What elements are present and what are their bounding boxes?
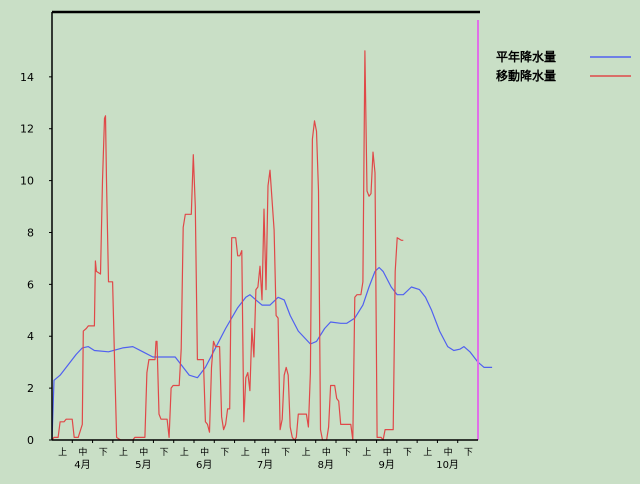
- y-tick-label: 12: [20, 123, 34, 136]
- series-line-1: [51, 266, 493, 441]
- x-period-label: 上: [362, 447, 371, 458]
- y-tick-label: 4: [27, 330, 34, 343]
- x-period-label: 上: [423, 447, 432, 458]
- x-period-label: 下: [220, 448, 229, 458]
- y-tick-label: 14: [20, 71, 34, 84]
- x-period-label: 下: [281, 448, 290, 458]
- x-period-label: 中: [261, 446, 270, 458]
- y-axis: 0 2 4 6 8 10 12 14: [20, 71, 52, 447]
- x-month-label: 8月: [318, 459, 334, 471]
- x-period-label: 中: [200, 446, 209, 458]
- x-period-label: 中: [444, 446, 453, 458]
- x-period-label: 上: [58, 447, 67, 458]
- legend-label-1: 平年降水量: [496, 49, 556, 64]
- x-period-label: 下: [464, 448, 473, 458]
- x-month-label: 5月: [135, 459, 151, 471]
- x-period-label: 下: [99, 448, 108, 458]
- plot-frame: [51, 10, 480, 441]
- series-group: [51, 20, 493, 441]
- x-period-label: 中: [383, 446, 392, 458]
- y-tick-label: 6: [27, 278, 34, 291]
- y-tick-label: 2: [27, 382, 34, 395]
- x-period-label: 中: [78, 446, 87, 458]
- x-month-label: 7月: [257, 459, 273, 471]
- y-tick-label: 0: [27, 434, 34, 447]
- x-period-label: 上: [302, 447, 311, 458]
- legend-label-2: 移動降水量: [496, 68, 556, 83]
- series-line-2: [51, 50, 404, 441]
- x-period-label: 上: [119, 447, 128, 458]
- x-axis: 上中下4月上中下5月上中下6月上中下7月上中下8月上中下9月上中下10月: [58, 440, 473, 471]
- x-month-label: 9月: [379, 459, 395, 471]
- x-month-label: 6月: [196, 459, 212, 471]
- x-period-label: 下: [403, 448, 412, 458]
- y-tick-label: 10: [20, 175, 34, 188]
- x-month-label: 4月: [74, 459, 90, 471]
- x-period-label: 上: [241, 447, 250, 458]
- x-period-label: 上: [180, 447, 189, 458]
- x-period-label: 下: [160, 448, 169, 458]
- x-month-label: 10月: [436, 459, 459, 471]
- x-period-label: 下: [342, 448, 351, 458]
- y-tick-label: 8: [27, 226, 34, 239]
- x-period-label: 中: [322, 446, 331, 458]
- x-period-label: 中: [139, 446, 148, 458]
